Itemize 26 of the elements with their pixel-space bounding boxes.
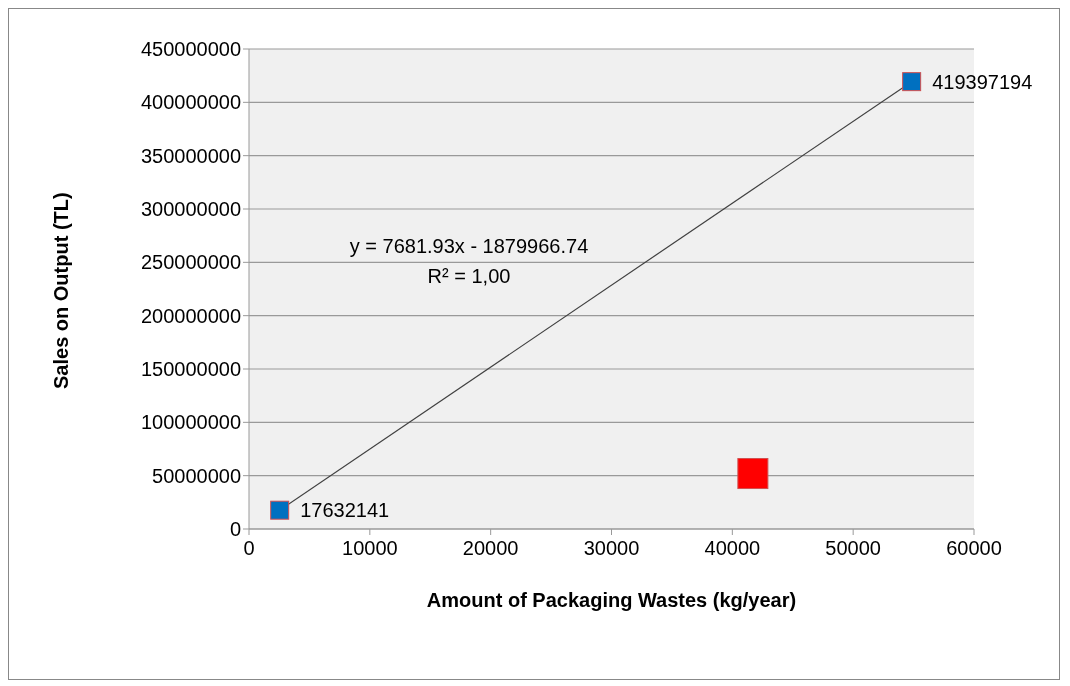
- data-label: 17632141: [300, 499, 390, 522]
- y-axis-title: Sales on Output (TL): [50, 192, 73, 389]
- y-tick-label: 100000000: [140, 411, 241, 434]
- point: [902, 72, 922, 92]
- y-tick-label: 300000000: [140, 198, 241, 221]
- x-tick-label: 50000: [825, 537, 881, 560]
- y-tick-label: 0: [229, 518, 241, 541]
- annotation: y = 7681.93x - 1879966.74: [348, 234, 590, 259]
- x-axis-title: Amount of Packaging Wastes (kg/year): [426, 589, 797, 611]
- x-tick-label: 30000: [583, 537, 640, 560]
- x-tick-label: 60000: [946, 537, 1002, 560]
- y-tick-label: 400000000: [140, 91, 241, 114]
- y-tick-label: 150000000: [140, 358, 241, 381]
- data-label: 419397194: [932, 70, 1033, 93]
- annotation: R² = 1,00: [426, 264, 512, 289]
- point: [737, 458, 769, 490]
- y-tick-label: 350000000: [140, 144, 241, 167]
- y-tick-label: 200000000: [140, 304, 241, 327]
- x-tick-label: 10000: [342, 537, 398, 560]
- x-tick-label: 0: [243, 537, 255, 560]
- y-tick-label: 250000000: [140, 251, 241, 274]
- y-tick-label: 50000000: [152, 464, 241, 487]
- y-tick-label: 450000000: [140, 38, 241, 61]
- x-tick-label: 40000: [704, 537, 761, 560]
- point: [270, 500, 290, 520]
- x-tick-label: 20000: [462, 537, 519, 560]
